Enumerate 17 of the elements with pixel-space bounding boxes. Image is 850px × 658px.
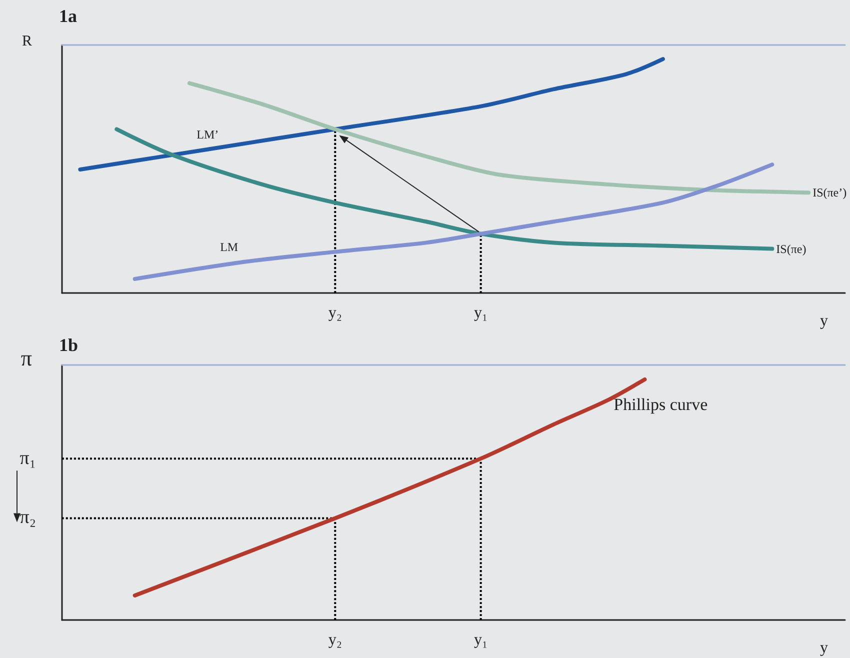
text: π₁ <box>20 448 36 470</box>
x-axis-title: y <box>820 640 828 656</box>
x-axis-title: y <box>820 312 828 330</box>
x-tick-label: y₂ <box>328 304 342 322</box>
y-axis-title: π <box>20 346 32 370</box>
y-axis-title: R <box>22 34 32 50</box>
series-label: IS(πe’) <box>812 186 847 200</box>
series-label: IS(πe) <box>776 242 806 256</box>
x-tick-label: y₁ <box>474 632 488 648</box>
series-label: LM <box>220 240 238 254</box>
x-tick-label: y₂ <box>328 632 342 648</box>
chart-title: 1a <box>59 6 77 26</box>
x-tick-label: y₁ <box>474 304 488 322</box>
series-label: LM’ <box>196 127 219 142</box>
chart-title: 1b <box>59 335 78 355</box>
series-label: Phillips curve <box>614 394 708 414</box>
text: π₂ <box>20 507 36 530</box>
